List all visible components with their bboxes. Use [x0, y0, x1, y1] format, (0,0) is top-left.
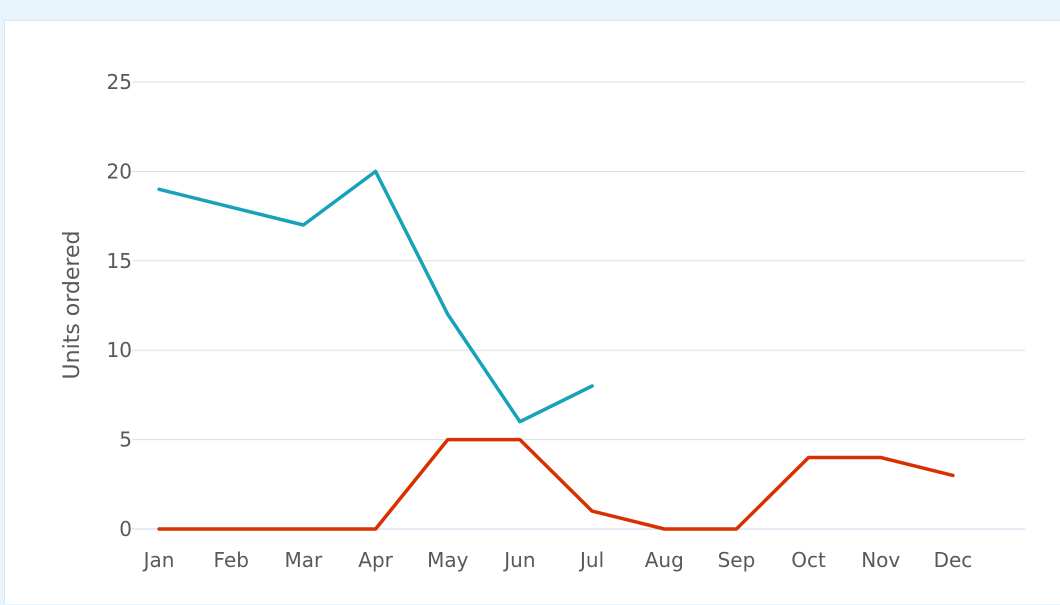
- x-tick-label: Feb: [214, 548, 249, 572]
- gridlines: [132, 81, 1025, 441]
- x-tick-label: Aug: [645, 548, 684, 572]
- y-tick-label: 20: [107, 159, 132, 183]
- y-tick-label: 10: [107, 338, 132, 362]
- series-lines: [157, 169, 955, 531]
- y-tick-label: 25: [107, 70, 132, 94]
- y-tick-label: 0: [119, 517, 132, 541]
- series-line-2: [157, 437, 955, 531]
- series-line-1: [157, 169, 594, 424]
- x-tick-label: Nov: [861, 548, 900, 572]
- y-tick-label: 15: [107, 249, 132, 273]
- x-tick-label: Mar: [285, 548, 324, 572]
- x-tick-label: Jul: [578, 548, 604, 572]
- x-tick-label: Sep: [718, 548, 756, 572]
- y-axis-ticks: 0 5 10 15 20 25: [107, 70, 132, 541]
- x-tick-label: Oct: [791, 548, 826, 572]
- x-tick-label: Dec: [934, 548, 973, 572]
- x-tick-label: Jan: [142, 548, 175, 572]
- y-axis-title: Units ordered: [60, 231, 85, 380]
- line-chart: 0 5 10 15 20 25 Jan Feb Mar Apr May Jun Jul Aug Sep Oc…: [60, 70, 1025, 572]
- chart-panel: 0 5 10 15 20 25 Jan Feb Mar Apr May Jun Jul Aug Sep Oc…: [4, 20, 1060, 604]
- x-tick-label: Jun: [502, 548, 535, 572]
- x-axis-ticks: Jan Feb Mar Apr May Jun Jul Aug Sep Oct Nov Dec: [142, 548, 973, 572]
- y-tick-label: 5: [119, 428, 132, 452]
- x-tick-label: Apr: [358, 548, 393, 572]
- x-tick-label: May: [427, 548, 469, 572]
